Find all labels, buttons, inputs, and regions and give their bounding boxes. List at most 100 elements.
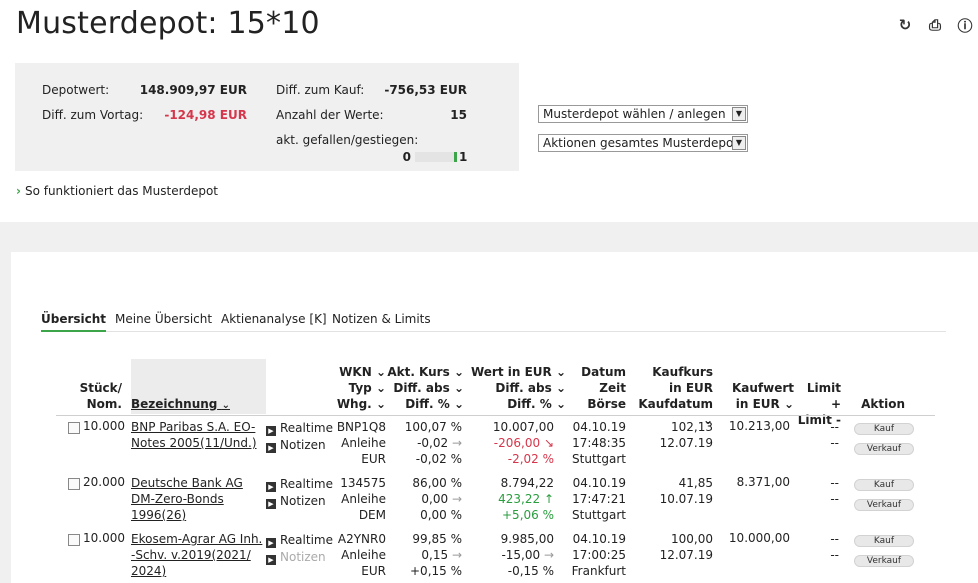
table-row: 20.000 Deutsche Bank AG DM-Zero-Bonds 1996… — [11, 474, 978, 530]
row-checkbox[interactable] — [68, 422, 80, 434]
kaufkurs-values: 102,13 12.07.19 — [659, 420, 713, 450]
col-kaufwert[interactable]: Kaufwert in EUR ⌄ — [731, 381, 794, 411]
col-wert[interactable]: Wert in EUR ⌄ Diff. abs ⌄ Diff. % ⌄ — [470, 365, 566, 411]
howto-link[interactable]: › So funktioniert das Musterdepot — [16, 184, 218, 198]
limit-values: -- -- — [830, 476, 839, 506]
arrow-right-icon: → — [448, 548, 462, 562]
toolbar-icons: ↻ ⎙ ⓘ — [896, 16, 974, 35]
gefallen-value: 0 — [402, 150, 411, 164]
arrow-right-icon: ▶ — [266, 426, 276, 436]
col-wkn[interactable]: WKN ⌄ Typ ⌄ Whg. ⌄ — [336, 365, 386, 411]
depotwert-label: Depotwert: — [42, 83, 110, 97]
arrow-right-icon: ▶ — [266, 499, 276, 509]
kauf-button[interactable]: Kauf — [854, 423, 914, 435]
wkn-typ-whg: 134575 Anleihe DEM — [340, 476, 386, 522]
realtime-link[interactable]: ▶ Realtime — [266, 477, 333, 492]
depot-select-value: Musterdepot wählen / anlegen — [543, 107, 726, 121]
howto-label: So funktioniert das Musterdepot — [24, 184, 218, 198]
arrow-right-icon: ▶ — [266, 538, 276, 548]
stueck-value: 10.000 — [83, 531, 125, 545]
row-checkbox[interactable] — [68, 478, 80, 490]
col-stueck: Stück/Nom. — [79, 381, 122, 411]
wert-values: 8.794,22 423,22 ↑ +5,06 % — [498, 476, 554, 522]
arrow-right-icon: ▶ — [266, 443, 276, 453]
diff-vortag-label: Diff. zum Vortag: — [42, 108, 144, 122]
kauf-button[interactable]: Kauf — [854, 479, 914, 491]
col-datum: Datum Zeit Börse — [581, 365, 626, 411]
col-aktion: Aktion — [861, 397, 905, 411]
aktionen-select[interactable]: Aktionen gesamtes Musterdepot ▼ — [538, 134, 748, 152]
refresh-icon[interactable]: ↻ — [898, 16, 912, 34]
arrow-right-icon: ▶ — [266, 482, 276, 492]
stueck-value: 10.000 — [83, 419, 125, 433]
gefallen-label: akt. gefallen/gestiegen: — [276, 133, 419, 147]
depot-summary: Depotwert: 148.909,97 EUR Diff. zum Vort… — [15, 63, 519, 171]
chevron-down-icon: ⌄ — [555, 381, 566, 395]
anzahl-label: Anzahl der Werte: — [276, 108, 384, 122]
page-title: Musterdepot: 15*10 — [16, 6, 320, 41]
bezeichnung-link[interactable]: Ekosem-Agrar AG Inh. -Schv. v.2019(2021/2… — [131, 532, 263, 578]
tab-meine-uebersicht[interactable]: Meine Übersicht — [115, 312, 213, 326]
verkauf-button[interactable]: Verkauf — [854, 443, 914, 455]
chevron-down-icon: ⌄ — [375, 397, 386, 411]
wert-values: 10.007,00 -206,00 ↘ -2,02 % — [492, 420, 554, 466]
chevron-down-icon: ⌄ — [375, 381, 386, 395]
table-row: 10.000 Ekosem-Agrar AG Inh. -Schv. v.2019… — [11, 530, 978, 583]
arrow-right-icon: → — [448, 436, 462, 450]
chevron-down-icon: ⌄ — [453, 397, 464, 411]
gestiegen-bar-fill — [454, 152, 457, 162]
bezeichnung-link[interactable]: BNP Paribas S.A. EO- Notes 2005(11/Und.) — [131, 420, 257, 450]
notizen-link[interactable]: ▶ Notizen — [266, 550, 326, 565]
table-row: 10.000 BNP Paribas S.A. EO- Notes 2005(11… — [11, 418, 978, 474]
portfolio-panel: Übersicht Meine Übersicht Aktienanalyse … — [11, 252, 978, 583]
print-icon[interactable]: ⎙ — [928, 16, 941, 34]
limit-values: -- -- — [830, 420, 839, 450]
akt-kurs-values: 99,85 % 0,15 → +0,15 % — [410, 532, 462, 578]
chevron-down-icon: ⌄ — [783, 397, 794, 411]
verkauf-button[interactable]: Verkauf — [854, 499, 914, 511]
notizen-link[interactable]: ▶ Notizen — [266, 494, 326, 509]
akt-kurs-values: 86,00 % 0,00 → 0,00 % — [412, 476, 462, 522]
tab-aktienanalyse[interactable]: Aktienanalyse [K] — [221, 312, 327, 326]
arrow-down-right-icon: ↘ — [540, 436, 554, 450]
chevron-down-icon: ⌄ — [555, 397, 566, 411]
bezeichnung-link[interactable]: Deutsche Bank AG DM-Zero-Bonds 1996(26) — [131, 476, 243, 522]
akt-kurs-values: 100,07 % -0,02 → -0,02 % — [404, 420, 462, 466]
arrow-right-icon: → — [448, 492, 462, 506]
col-akt-kurs[interactable]: Akt. Kurs ⌄ Diff. abs ⌄ Diff. % ⌄ — [387, 365, 464, 411]
col-bezeichnung[interactable]: Bezeichnung ⌄ — [131, 359, 266, 414]
aktionen-select-value: Aktionen gesamtes Musterdepot — [543, 136, 739, 150]
wkn-typ-whg: BNP1Q8 Anleihe EUR — [336, 420, 386, 466]
depot-select[interactable]: Musterdepot wählen / anlegen ▼ — [538, 105, 748, 123]
wkn-typ-whg: A2YNR0 Anleihe EUR — [337, 532, 386, 578]
gestiegen-value: 1 — [459, 150, 468, 164]
help-icon[interactable]: ⓘ — [957, 16, 973, 35]
chevron-down-icon: ⌄ — [375, 365, 386, 379]
tab-bar: Übersicht Meine Übersicht Aktienanalyse … — [41, 312, 946, 332]
kauf-button[interactable]: Kauf — [854, 535, 914, 547]
notizen-link[interactable]: ▶ Notizen — [266, 438, 326, 453]
tab-notizen-limits[interactable]: Notizen & Limits — [332, 312, 431, 326]
col-kaufkurs[interactable]: Kaufkurs in EUR Kaufdatum ⌄ — [638, 365, 713, 427]
verkauf-button[interactable]: Verkauf — [854, 555, 914, 567]
arrow-right-icon: → — [540, 548, 554, 562]
kaufkurs-values: 41,85 10.07.19 — [659, 476, 713, 506]
header-divider — [56, 415, 935, 416]
kaufwert-value: 10.000,00 — [728, 531, 790, 545]
row-checkbox[interactable] — [68, 534, 80, 546]
chevron-down-icon: ▼ — [732, 136, 746, 150]
kaufwert-value: 10.213,00 — [728, 419, 790, 433]
kaufwert-value: 8.371,00 — [736, 475, 790, 489]
datum-values: 04.10.19 17:47:21 Stuttgart — [572, 476, 626, 522]
diff-vortag-value: -124,98 EUR — [164, 108, 247, 122]
chevron-down-icon: ⌄ — [221, 400, 230, 411]
realtime-link[interactable]: ▶ Realtime — [266, 533, 333, 548]
datum-values: 04.10.19 17:48:35 Stuttgart — [572, 420, 626, 466]
arrow-right-icon: ▶ — [266, 555, 276, 565]
realtime-link[interactable]: ▶ Realtime — [266, 421, 333, 436]
tab-uebersicht[interactable]: Übersicht — [41, 312, 107, 332]
stueck-value: 20.000 — [83, 475, 125, 489]
chevron-down-icon: ⌄ — [453, 381, 464, 395]
anzahl-value: 15 — [450, 108, 467, 122]
chevron-down-icon: ⌄ — [453, 365, 464, 379]
